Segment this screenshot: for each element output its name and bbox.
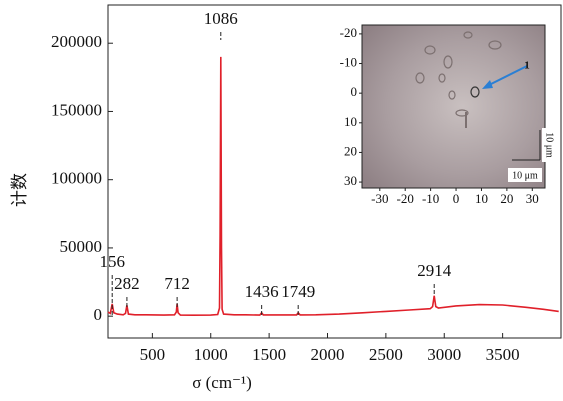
inset: 10 μm 10 μm 1 -30 -20 -10 0 10 20 30 -20 -10 0 10 2… [340, 24, 556, 206]
inset-x-tick-label: 30 [526, 191, 539, 206]
spectrum-line [107, 56, 559, 317]
marker-label: 1 [524, 60, 530, 72]
inset-x-tick-label: -10 [422, 191, 439, 206]
inset-y-tick-label: 10 [344, 114, 357, 129]
y-axis-label: 计数 [10, 173, 30, 207]
scale-label: 10 μm [544, 132, 555, 158]
scale-label: 10 μm [512, 170, 538, 181]
x-tick-label: 1000 [194, 345, 228, 364]
y-tick-label: 50000 [60, 237, 103, 256]
peak-label: 2914 [417, 261, 452, 280]
inset-x-tick-label: -30 [371, 191, 388, 206]
peak-label: 1086 [204, 9, 238, 28]
inset-y-tick-label: -20 [340, 25, 357, 40]
arrow-head [482, 80, 493, 89]
inset-y-tick-label: 20 [344, 143, 357, 158]
y-tick-label: 150000 [51, 100, 102, 119]
peak-label: 1436 [245, 282, 279, 301]
arrow [486, 65, 528, 87]
inset-x-tick-label: -20 [397, 191, 414, 206]
y-tick-label: 100000 [51, 169, 102, 188]
y-tick-label: 200000 [51, 32, 102, 51]
inset-x-tick-label: 0 [453, 191, 460, 206]
inset-x-tick-label: 20 [500, 191, 513, 206]
y-tick-label: 0 [94, 305, 103, 324]
inset-image [361, 24, 546, 189]
peak-label: 1749 [281, 282, 315, 301]
plot-frame [107, 4, 562, 339]
x-tick-label: 500 [140, 345, 166, 364]
x-tick-label: 2500 [369, 345, 403, 364]
x-tick-label: 1500 [252, 345, 286, 364]
inset-y-tick-label: -10 [340, 55, 357, 70]
x-axis-label: σ (cm⁻¹) [192, 373, 252, 392]
peak-label: 712 [164, 274, 190, 293]
x-tick-label: 3000 [427, 345, 461, 364]
inset-x-tick-label: 10 [475, 191, 488, 206]
x-tick-label: 3500 [486, 345, 520, 364]
peak-label: 156 [99, 252, 125, 271]
peak-label: 282 [114, 274, 140, 293]
inset-y-tick-label: 0 [351, 84, 358, 99]
scale-box [542, 128, 556, 162]
scale-box [508, 168, 542, 182]
particles [415, 31, 502, 128]
inset-y-tick-label: 30 [344, 173, 357, 188]
x-tick-label: 2000 [310, 345, 344, 364]
